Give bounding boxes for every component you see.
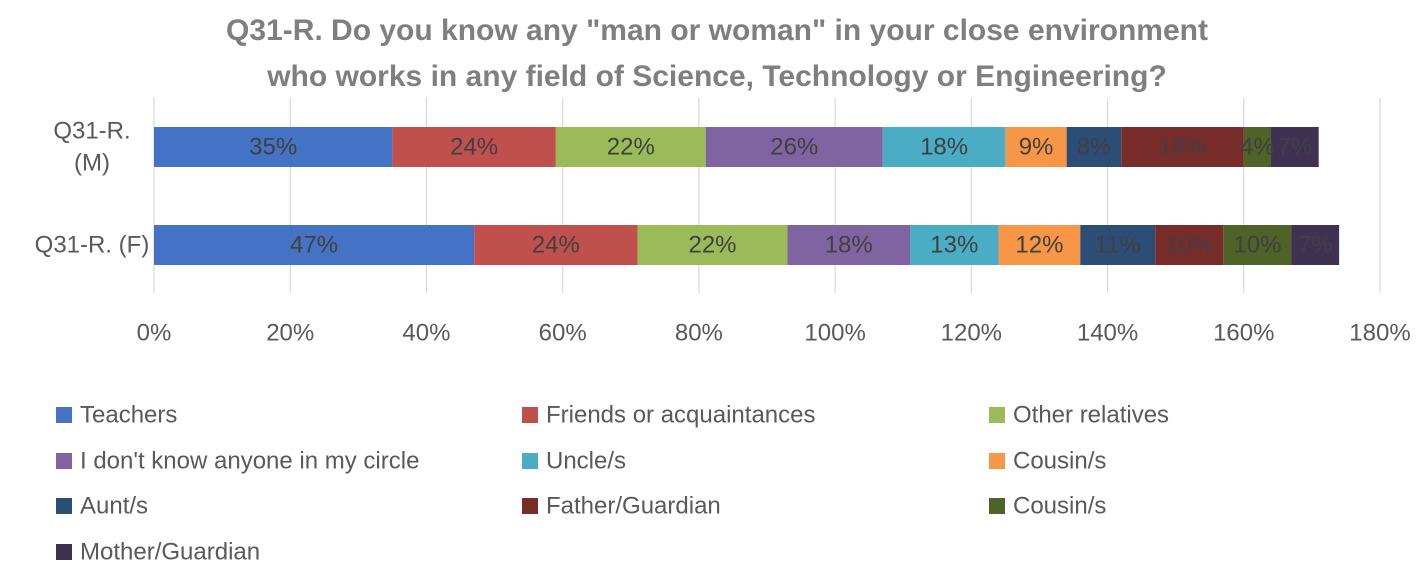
bar-segment — [998, 225, 1081, 265]
data-label: 10% — [1233, 232, 1281, 259]
bar-segment — [392, 127, 556, 167]
legend-label: Teachers — [80, 402, 177, 429]
legend-swatch — [522, 407, 538, 423]
data-label: 9% — [1019, 134, 1054, 161]
bar-segment — [705, 127, 883, 167]
chart-title: Q31-R. Do you know any "man or woman" in… — [226, 14, 1208, 93]
x-axis-tick-labels: 0% 20% 40% 60% 80% 100% 120% 140% 160% 180% — [137, 320, 1411, 347]
data-label: 11% — [1095, 232, 1141, 259]
x-tick-label: 180% — [1349, 320, 1410, 347]
bar-segment — [154, 225, 475, 265]
legend-label: Cousin/s — [1013, 493, 1106, 520]
legend-item: Teachers — [56, 402, 177, 429]
x-tick-label: 100% — [804, 320, 865, 347]
data-label: 13% — [930, 232, 978, 259]
bar-segment — [910, 225, 999, 265]
bar-segment — [882, 127, 1006, 167]
x-tick-label: 140% — [1077, 320, 1138, 347]
category-label: Q31-R. (F) — [35, 232, 150, 259]
legend-label: Other relatives — [1013, 402, 1169, 429]
x-tick-label: 20% — [266, 320, 314, 347]
category-label: Q31-R. — [53, 118, 130, 145]
x-tick-label: 160% — [1213, 320, 1274, 347]
bar-segment — [1066, 127, 1122, 167]
legend-label: I don't know anyone in my circle — [80, 448, 419, 475]
legend-item: Uncle/s — [522, 448, 626, 475]
legend-item: Aunt/s — [56, 493, 148, 520]
legend-swatch — [56, 407, 72, 423]
data-label: 18% — [1158, 134, 1206, 161]
category-label: (M) — [74, 150, 110, 177]
data-label: 24% — [450, 134, 498, 161]
data-label: 24% — [532, 232, 580, 259]
data-label: 12% — [1015, 232, 1063, 259]
legend-label: Aunt/s — [80, 493, 148, 520]
x-tick-label: 40% — [402, 320, 450, 347]
data-label: 47% — [290, 232, 338, 259]
bar-segment — [1005, 127, 1067, 167]
bar-segment — [1243, 127, 1272, 167]
x-tick-label: 80% — [675, 320, 723, 347]
bar-segment — [787, 225, 911, 265]
bar-segment — [1155, 225, 1224, 265]
data-label: 22% — [688, 232, 736, 259]
bar-segment — [637, 225, 788, 265]
data-label: 10% — [1165, 232, 1213, 259]
data-label: 35% — [249, 134, 297, 161]
bar-segment — [1223, 225, 1292, 265]
bar-segment — [1271, 127, 1319, 167]
legend-item: Other relatives — [989, 402, 1169, 429]
data-label: 4% — [1240, 134, 1275, 161]
legend-label: Cousin/s — [1013, 448, 1106, 475]
legend-label: Father/Guardian — [546, 493, 721, 520]
legend-label: Friends or acquaintances — [546, 402, 815, 429]
legend-swatch — [56, 498, 72, 514]
data-label: 7% — [1298, 232, 1333, 259]
chart-title-line: Q31-R. Do you know any "man or woman" in… — [226, 14, 1208, 47]
legend-swatch — [522, 498, 538, 514]
chart-title-line: who works in any field of Science, Techn… — [266, 60, 1167, 93]
data-label: 8% — [1077, 134, 1112, 161]
legend-item: Father/Guardian — [522, 493, 721, 520]
legend-swatch — [522, 453, 538, 469]
x-tick-label: 60% — [539, 320, 587, 347]
legend-item: I don't know anyone in my circle — [56, 448, 419, 475]
bar-segment — [1080, 225, 1156, 265]
data-labels: 35% 24% 22% 26% 18% 9% 8% 18% 4% 7%47% 24% 22% 18% 13… — [249, 134, 1332, 259]
legend-item: Cousin/s — [989, 493, 1106, 520]
legend-item: Friends or acquaintances — [522, 402, 815, 429]
category-labels: Q31-R. (M) Q31-R. (F) — [35, 118, 150, 259]
bar-segment — [555, 127, 706, 167]
bar-segment — [154, 127, 393, 167]
x-tick-label: 0% — [137, 320, 172, 347]
legend-swatch — [989, 407, 1005, 423]
legend-swatch — [56, 453, 72, 469]
legend-item: Cousin/s — [989, 448, 1106, 475]
data-label: 7% — [1278, 134, 1313, 161]
legend-label: Mother/Guardian — [80, 539, 260, 566]
legend-label: Uncle/s — [546, 448, 626, 475]
bar-segment — [1291, 225, 1340, 265]
legend-swatch — [989, 453, 1005, 469]
bars — [154, 127, 1340, 265]
legend-item: Mother/Guardian — [56, 539, 260, 566]
x-tick-label: 120% — [941, 320, 1002, 347]
legend-swatch — [56, 544, 72, 560]
bar-segment — [1121, 127, 1244, 167]
bar-segment — [474, 225, 638, 265]
legend: Teachers Friends or acquaintances Other re… — [56, 402, 1169, 566]
data-label: 18% — [825, 232, 873, 259]
legend-swatch — [989, 498, 1005, 514]
data-label: 26% — [770, 134, 818, 161]
data-label: 22% — [607, 134, 655, 161]
data-label: 18% — [920, 134, 968, 161]
